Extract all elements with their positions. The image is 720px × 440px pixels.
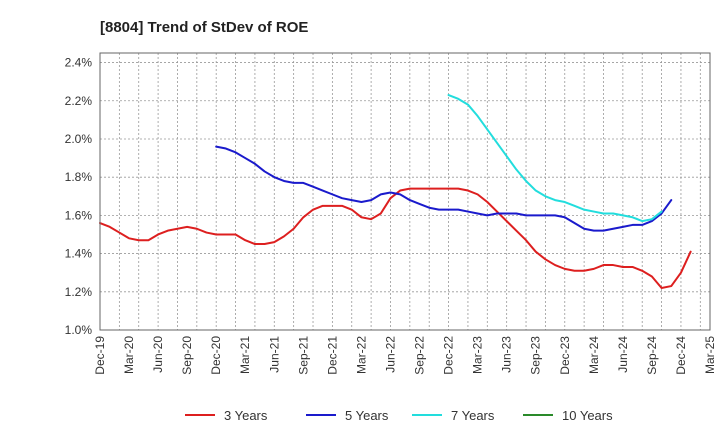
legend-label: 7 Years — [451, 408, 495, 423]
series-lines — [99, 94, 692, 289]
x-tick-label: Sep-23 — [529, 336, 543, 375]
legend-label: 5 Years — [345, 408, 389, 423]
x-tick-label: Jun-23 — [500, 336, 514, 373]
x-tick-label: Dec-21 — [325, 336, 339, 375]
y-tick-label: 1.6% — [65, 208, 93, 222]
x-tick-label: Jun-21 — [267, 336, 281, 373]
x-tick-label: Mar-23 — [471, 336, 485, 374]
x-tick-label: Mar-25 — [703, 336, 717, 374]
x-tick-label: Jun-24 — [616, 336, 630, 373]
x-axis-ticks: Dec-19 Mar-20 Jun-20 Sep-20 Dec-20 Mar-21 Jun-… — [93, 336, 717, 375]
y-axis-ticks: 1.0% 1.2% 1.4% 1.6% 1.8% 2.0% 2.2% 2.4% — [65, 56, 93, 337]
y-tick-label: 1.2% — [65, 285, 93, 299]
plot-frame — [99, 52, 711, 331]
x-tick-label: Dec-20 — [209, 336, 223, 375]
y-tick-label: 1.0% — [65, 323, 93, 337]
legend-label: 3 Years — [224, 408, 268, 423]
y-tick-label: 2.0% — [65, 132, 93, 146]
x-tick-label: Mar-21 — [238, 336, 252, 374]
x-tick-label: Jun-22 — [383, 336, 397, 373]
x-tick-label: Mar-20 — [122, 336, 136, 374]
x-tick-label: Sep-20 — [180, 336, 194, 375]
x-tick-label: Dec-19 — [93, 336, 107, 375]
y-tick-label: 1.4% — [65, 247, 93, 261]
y-tick-label: 2.4% — [65, 56, 93, 70]
x-tick-label: Dec-23 — [558, 336, 572, 375]
x-tick-label: Sep-21 — [296, 336, 310, 375]
series-line-5-years — [215, 145, 673, 232]
x-tick-label: Sep-24 — [645, 336, 659, 375]
legend-label: 10 Years — [562, 408, 613, 423]
x-tick-label: Mar-22 — [354, 336, 368, 374]
legend: 3 Years 5 Years 7 Years 10 Years — [185, 408, 613, 423]
x-tick-label: Jun-20 — [151, 336, 165, 373]
series-line-3-years — [99, 187, 692, 289]
series-line-7-years — [447, 94, 663, 223]
chart-title: [8804] Trend of StDev of ROE — [100, 19, 308, 36]
y-tick-label: 1.8% — [65, 170, 93, 184]
grid — [99, 53, 710, 331]
x-tick-label: Sep-22 — [413, 336, 427, 375]
x-tick-label: Mar-24 — [587, 336, 601, 374]
x-tick-label: Dec-24 — [674, 336, 688, 375]
y-tick-label: 2.2% — [65, 94, 93, 108]
x-tick-label: Dec-22 — [442, 336, 456, 375]
